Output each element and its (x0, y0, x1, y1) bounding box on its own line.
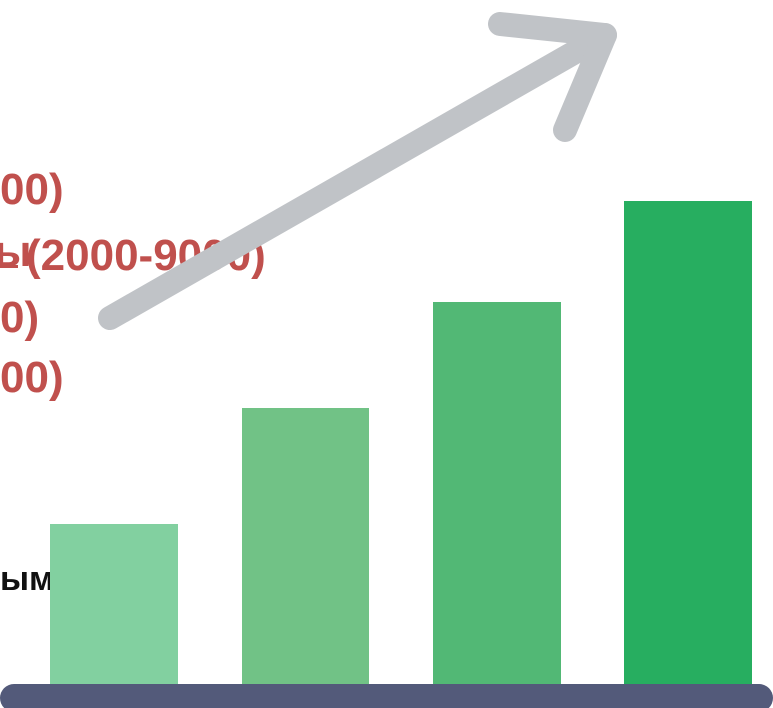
text-line-1: 00) (0, 165, 64, 214)
chart-baseline (0, 684, 773, 708)
trend-arrow-shaft (98, 23, 617, 330)
text-line-2-prefix: ы (0, 227, 32, 276)
bar-1 (50, 524, 178, 686)
text-line-3: 0) (0, 293, 40, 342)
trend-arrow-head (488, 12, 617, 142)
bar-4 (624, 201, 752, 686)
text-line-5: ым (0, 560, 55, 598)
text-line-2-underline (0, 265, 18, 268)
bar-3 (433, 302, 561, 686)
text-line-4: 00) (0, 353, 64, 402)
bar-2 (242, 408, 369, 686)
